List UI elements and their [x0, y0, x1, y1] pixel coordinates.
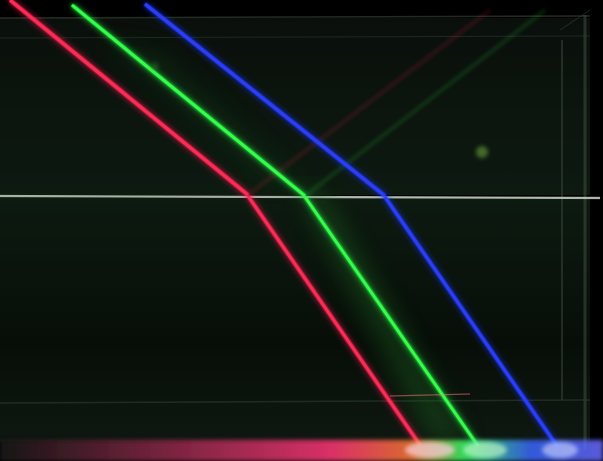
air-region	[0, 18, 590, 195]
bottom-spectrum-glow	[0, 440, 603, 461]
tank-top-edge	[0, 15, 591, 19]
red-reflection	[247, 9, 491, 196]
red-refracted-beam	[246, 195, 422, 446]
blue-incident-beam	[144, 2, 386, 198]
blue-refracted-beam	[383, 196, 559, 447]
green-incident-beam	[71, 3, 306, 198]
green-refracted-beam	[303, 196, 480, 447]
green-spot	[476, 146, 488, 158]
water-region	[0, 197, 590, 442]
red-incident-beam	[8, 0, 250, 197]
tank-bottom-inner-edge	[0, 399, 591, 404]
